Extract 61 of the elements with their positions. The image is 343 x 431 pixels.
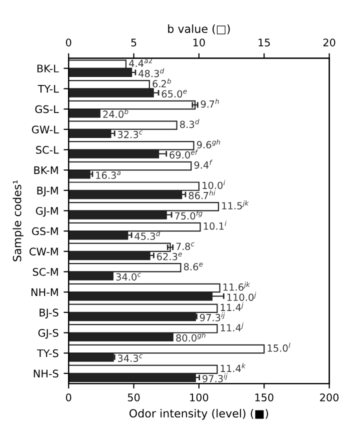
x2-tick-label: 10 [193, 38, 205, 46]
data-label: 80.0$^{gh}$ [176, 332, 206, 342]
y-tick-label: GS-M [32, 227, 58, 236]
data-label: 11.4$^{j}$ [220, 322, 244, 332]
x-tick-label: 200 [320, 393, 339, 402]
data-label: 16.3$^{a}$ [96, 171, 121, 179]
data-label: 10.1$^{i}$ [204, 220, 226, 230]
data-label: 65.0$^{e}$ [162, 90, 187, 98]
data-label: 11.4$^{k}$ [220, 363, 246, 372]
y-tick-label: TY-L [38, 85, 59, 93]
y-tick-label: SC-L [36, 146, 59, 154]
data-label: 24.0$^{b}$ [103, 108, 128, 118]
y-tick-label: GW-L [32, 126, 59, 134]
x-tick-label: 50 [128, 393, 140, 402]
data-label: 9.6$^{gh}$ [196, 139, 220, 148]
y-tick-label: BK-L [37, 64, 59, 72]
x-tick-label: 100 [190, 393, 208, 402]
data-label: 9.4$^{f}$ [194, 160, 213, 169]
y-tick-label: CW-M [30, 248, 58, 256]
data-label: 7.8$^{c}$ [176, 242, 194, 250]
x2-tick-label: 0 [66, 38, 72, 46]
data-label: 75.0$^{fg}$ [174, 210, 202, 220]
y-tick-label: TY-S [36, 349, 58, 358]
y-tick-label: BK-M [34, 166, 58, 174]
y-axis-title: Sample codes¹ [12, 180, 24, 262]
data-label: 11.5$^{jk}$ [222, 200, 249, 210]
x-tick-label: 0 [66, 393, 72, 402]
y-tick-label: GJ-M [36, 206, 58, 217]
y-tick-label: NH-M [32, 288, 58, 296]
x2-tick-label: 5 [131, 38, 136, 46]
y-tick-label: BJ-M [37, 186, 58, 196]
data-label: 34.0$^{c}$ [116, 272, 141, 281]
y-tick-label: GJ-S [38, 328, 58, 339]
data-label: 6.2$^{b}$ [152, 78, 172, 88]
data-label: 8.6$^{e}$ [184, 262, 203, 270]
data-label: 10.0$^{i}$ [202, 180, 226, 190]
data-label: 34.3$^{c}$ [118, 354, 143, 362]
y-tick-label: NH-S [34, 370, 58, 378]
x-tick-label: 150 [255, 393, 274, 402]
data-label: 9.7$^{h}$ [200, 98, 219, 108]
y-tick-label: SC-M [32, 268, 58, 276]
data-label: 11.6$^{jk}$ [223, 282, 250, 291]
data-label: 32.3$^{c}$ [118, 130, 143, 138]
data-label: 86.7$^{hi}$ [188, 190, 216, 200]
data-label: 97.3$^{ij}$ [202, 373, 228, 382]
data-label: 15.0$^{l}$ [268, 342, 290, 352]
data-label: 62.3$^{e}$ [157, 252, 182, 260]
y-tick-label: BJ-S [40, 308, 58, 318]
x2-axis-title: b value (□) [168, 24, 230, 34]
data-label: 11.4$^{j}$ [220, 302, 244, 311]
x2-tick-label: 20 [323, 38, 336, 46]
data-label: 69.0$^{ef}$ [170, 150, 198, 159]
x2-tick-label: 15 [258, 38, 270, 46]
data-label: 97.3$^{ij}$ [200, 312, 225, 322]
data-label: 48.3$^{d}$ [138, 68, 164, 78]
y-tick-label: GS-L [35, 105, 59, 114]
x-axis-title: Odor intensity (level) (■) [129, 408, 268, 420]
data-label: 8.3$^{d}$ [180, 119, 200, 128]
data-label: 45.3$^{d}$ [134, 230, 160, 240]
data-label: 4.4$^{a2}$ [129, 58, 152, 67]
data-label: 110.0$^{j}$ [227, 292, 256, 301]
